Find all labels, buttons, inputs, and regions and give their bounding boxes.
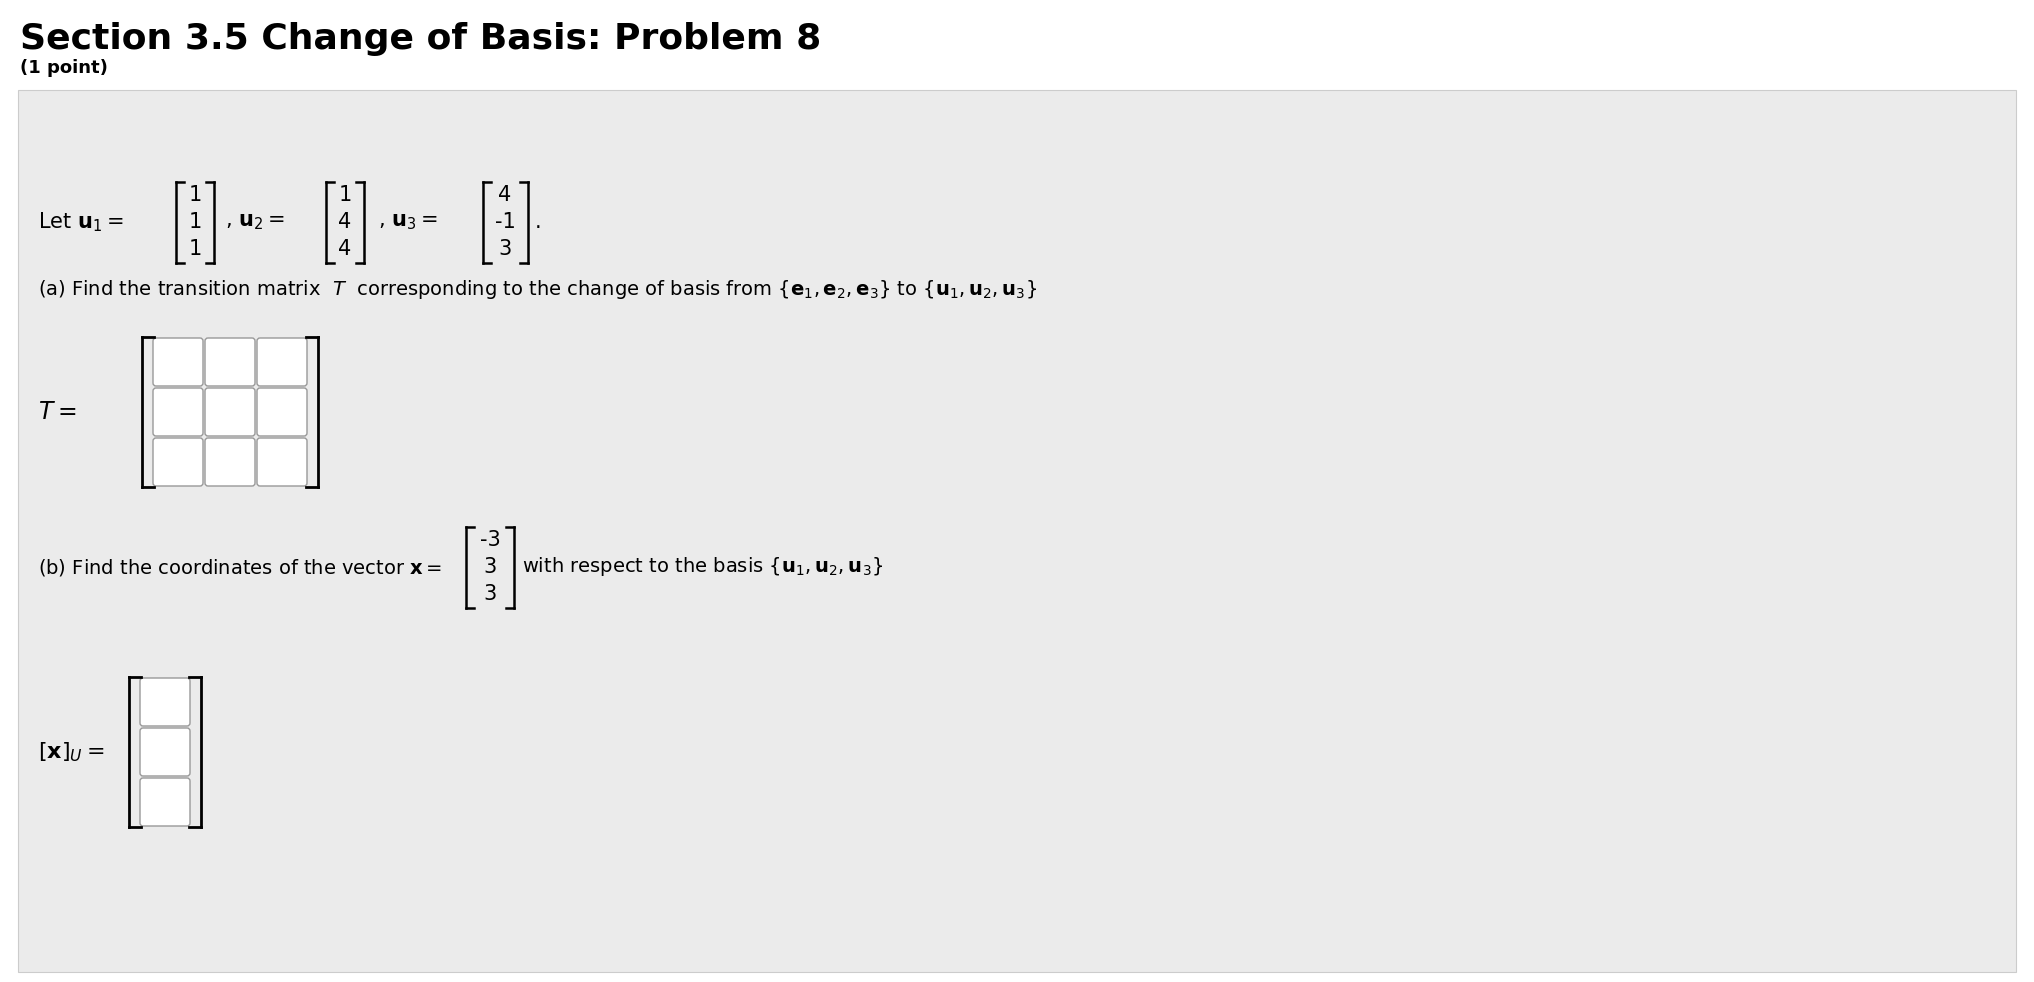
Text: , $\mathbf{u}_3 =$: , $\mathbf{u}_3 =$ [378, 212, 437, 232]
Text: 4: 4 [338, 239, 352, 259]
FancyBboxPatch shape [140, 728, 189, 776]
Text: $T =$: $T =$ [39, 400, 77, 424]
FancyBboxPatch shape [140, 678, 189, 726]
Text: Let $\mathbf{u}_1 =$: Let $\mathbf{u}_1 =$ [39, 210, 124, 234]
FancyBboxPatch shape [18, 90, 2016, 972]
FancyBboxPatch shape [205, 388, 254, 436]
Text: 3: 3 [498, 239, 513, 259]
FancyBboxPatch shape [256, 338, 307, 386]
Text: 1: 1 [189, 212, 201, 232]
FancyBboxPatch shape [205, 438, 254, 486]
Text: (a) Find the transition matrix  $T$  corresponding to the change of basis from $: (a) Find the transition matrix $T$ corre… [39, 278, 1037, 300]
Text: with respect to the basis $\{\mathbf{u}_1, \mathbf{u}_2, \mathbf{u}_3\}$: with respect to the basis $\{\mathbf{u}_… [523, 556, 883, 578]
FancyBboxPatch shape [140, 778, 189, 826]
FancyBboxPatch shape [256, 388, 307, 436]
FancyBboxPatch shape [153, 438, 203, 486]
Text: Section 3.5 Change of Basis: Problem 8: Section 3.5 Change of Basis: Problem 8 [20, 22, 822, 56]
FancyBboxPatch shape [153, 388, 203, 436]
Text: 1: 1 [189, 185, 201, 205]
Text: .: . [535, 212, 541, 232]
Text: (b) Find the coordinates of the vector $\mathbf{x} =$: (b) Find the coordinates of the vector $… [39, 557, 441, 577]
Text: 3: 3 [484, 584, 496, 604]
Text: 1: 1 [189, 239, 201, 259]
Text: -1: -1 [494, 212, 515, 232]
Text: -3: -3 [480, 530, 500, 550]
Text: 3: 3 [484, 557, 496, 577]
FancyBboxPatch shape [256, 438, 307, 486]
FancyBboxPatch shape [205, 338, 254, 386]
Text: 4: 4 [498, 185, 513, 205]
Text: 4: 4 [338, 212, 352, 232]
Text: 1: 1 [338, 185, 352, 205]
Text: $[\mathbf{x}]_U =$: $[\mathbf{x}]_U =$ [39, 740, 104, 764]
FancyBboxPatch shape [153, 338, 203, 386]
Text: (1 point): (1 point) [20, 59, 108, 77]
Text: , $\mathbf{u}_2 =$: , $\mathbf{u}_2 =$ [226, 212, 285, 232]
